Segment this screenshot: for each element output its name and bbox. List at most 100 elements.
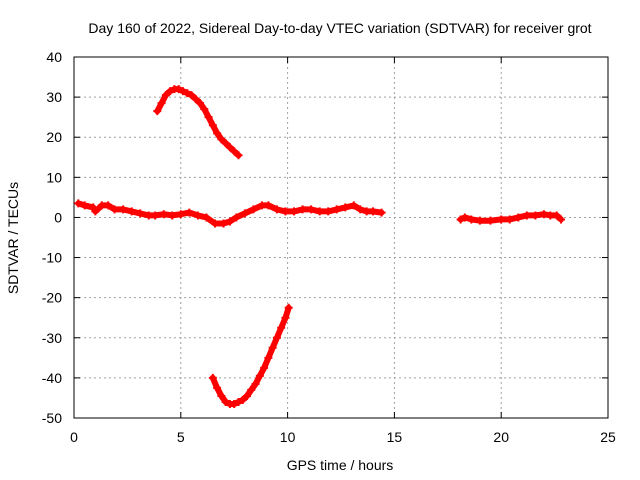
data-point [80,201,89,210]
data-point [136,209,145,218]
data-point [505,215,514,224]
data-point [522,211,531,220]
data-point [272,333,281,342]
data-point [176,210,185,219]
data-point [208,121,217,130]
y-tick-label: 0 [54,209,62,225]
data-point [213,129,222,138]
data-point [104,201,113,210]
plot-frame [73,56,609,419]
data-point [377,208,386,217]
data-point [151,211,160,220]
data-point [272,205,281,214]
data-point [349,201,358,210]
data-point [249,205,258,214]
data-point [221,397,230,406]
data-point [260,363,269,372]
x-tick-label: 5 [177,429,185,445]
data-point [514,213,523,222]
data-point [238,395,247,404]
data-point [251,379,260,388]
data-point [161,91,170,100]
data-point [119,205,128,214]
data-point [225,217,234,226]
y-tick-label: 10 [46,169,62,185]
data-point [159,210,168,219]
data-point [247,385,256,394]
data-point [174,85,183,94]
data-point [268,343,277,352]
data-point [467,215,476,224]
data-point [232,213,241,222]
data-point [307,205,316,214]
data-point [240,209,249,218]
data-point [456,215,465,224]
series-segment-near-zero-1 [74,199,386,228]
data-point [185,208,194,217]
axis-ticks: 0 5 10 15 20 25 -50 -40 -30 -20 -10 0 10 20 30 40 [42,49,616,445]
grid [74,57,608,418]
data-point [110,205,119,214]
data-point [531,211,540,220]
series-arc-lower [208,303,293,408]
data-point [230,147,239,156]
data-point [187,91,196,100]
data-point [486,216,495,225]
y-axis-label: SDTVAR / TECUs [5,182,21,294]
y-tick-label: 20 [46,129,62,145]
data-point [539,210,548,219]
data-point [183,89,192,98]
data-point [153,107,162,116]
data-point [217,391,226,400]
data-point [193,211,202,220]
data-point [89,203,98,212]
data-point [264,353,273,362]
data-point [208,373,217,382]
data-point [234,397,243,406]
data-point [219,219,228,228]
data-point [178,87,187,96]
data-point [168,211,177,220]
data-point [356,205,365,214]
x-axis-label: GPS time / hours [287,457,394,473]
data-point [557,215,566,224]
x-tick-label: 10 [280,429,296,445]
data-point [217,135,226,144]
series-arc-upper [153,85,243,160]
data-point [315,207,324,216]
data-point [210,219,219,228]
data-point [91,207,100,216]
data-point [290,207,299,216]
data-point [277,323,286,332]
data-point [196,99,205,108]
data-point [281,207,290,216]
data-point [234,151,243,160]
x-tick-label: 0 [70,429,78,445]
data-point [460,213,469,222]
y-tick-label: -30 [42,330,62,346]
data-point [74,199,83,208]
series-segment-near-zero-2 [456,210,566,225]
data-point [157,99,166,108]
x-tick-label: 20 [493,429,509,445]
y-tick-label: 40 [46,49,62,65]
data-point [221,139,230,148]
data-point [166,87,175,96]
y-tick-label: -40 [42,370,62,386]
data-point [225,143,234,152]
y-tick-label: -50 [42,410,62,426]
data-point [284,303,293,312]
data-point [341,203,350,212]
data-point [191,95,200,104]
data-point [298,205,307,214]
data-point [332,205,341,214]
data-point [552,211,561,220]
data-point [230,399,239,408]
data-point [475,216,484,225]
x-tick-label: 15 [387,429,403,445]
data-marks [74,85,566,408]
y-tick-label: -20 [42,290,62,306]
chart-title: Day 160 of 2022, Sidereal Day-to-day VTE… [88,20,591,36]
data-point [281,313,290,322]
data-point [243,391,252,400]
